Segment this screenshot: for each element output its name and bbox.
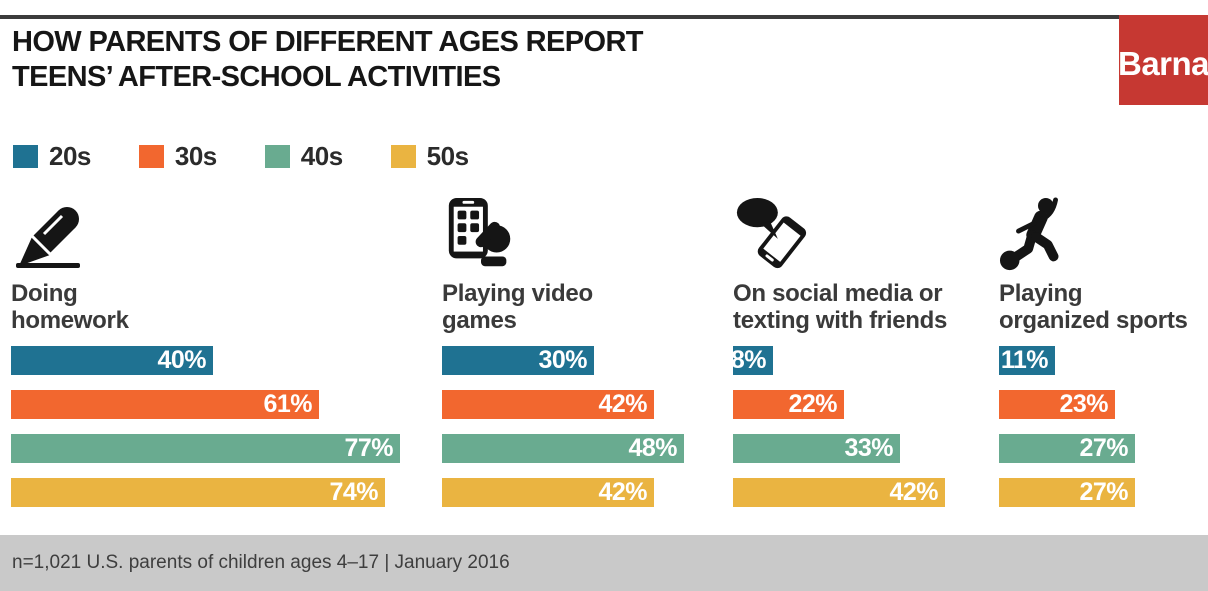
bar-40s: 27% (999, 434, 1135, 463)
soccer-player-icon (999, 190, 1208, 274)
bar-50s: 42% (442, 478, 654, 507)
legend: 20s 30s 40s 50s (13, 141, 517, 172)
bar-group: 30% 42% 48% 42% (442, 346, 732, 507)
barna-logo: Barna (1117, 15, 1208, 105)
bar-20s: 30% (442, 346, 594, 375)
pencil-icon (11, 190, 431, 274)
category-label: On social media or texting with friends (733, 280, 948, 334)
bar-20s: 40% (11, 346, 213, 375)
page-title: HOW PARENTS OF DIFFERENT AGES REPORT TEE… (12, 26, 644, 93)
bar-value-label: 42% (598, 478, 647, 506)
activity-column-4: Playing organized sports 11% 23% 27% 27% (999, 190, 1208, 522)
bar-value-label: 42% (889, 478, 938, 506)
bar-value-label: 77% (344, 434, 393, 462)
top-rule (0, 15, 1208, 19)
bar-40s: 77% (11, 434, 400, 463)
bar-value-label: 61% (263, 390, 312, 418)
category-label: Playing organized sports (999, 280, 1188, 334)
legend-swatch-20s (13, 145, 38, 168)
legend-item-50s: 50s (390, 141, 469, 172)
category-label: Playing video games (442, 280, 593, 334)
legend-item-40s: 40s (264, 141, 343, 172)
bar-30s: 42% (442, 390, 654, 419)
activity-column-3: On social media or texting with friends 8… (730, 190, 993, 522)
bar-30s: 61% (11, 390, 319, 419)
bar-20s: 11% (999, 346, 1055, 375)
bar-value-label: 27% (1079, 434, 1128, 462)
bar-50s: 74% (11, 478, 385, 507)
barna-logo-text: Barna (1117, 45, 1208, 82)
legend-label: 40s (300, 141, 343, 171)
bar-value-label: 40% (157, 346, 206, 374)
legend-label: 20s (49, 141, 91, 171)
bar-value-label: 48% (628, 434, 677, 462)
bar-chart: Doing homework 40% 61% 77% 74% Playing video … (0, 190, 1208, 525)
bar-value-label: 8% (730, 346, 767, 374)
legend-swatch-40s (264, 145, 290, 168)
bar-value-label: 22% (788, 390, 837, 418)
bar-50s: 27% (999, 478, 1135, 507)
bar-value-label: 42% (598, 390, 647, 418)
activity-column-1: Doing homework 40% 61% 77% 74% (11, 190, 431, 522)
chat-bubble-phone-icon (733, 190, 993, 274)
footer-bar: n=1,021 U.S. parents of children ages 4–… (0, 535, 1208, 591)
video-game-phone-icon (442, 190, 732, 274)
bar-value-label: 74% (329, 478, 378, 506)
bar-group: 40% 61% 77% 74% (11, 346, 431, 507)
legend-item-20s: 20s (13, 141, 91, 172)
legend-swatch-50s (390, 145, 416, 168)
bar-group: 11% 23% 27% 27% (999, 346, 1208, 507)
bar-30s: 23% (999, 390, 1115, 419)
bar-group: 8% 22% 33% 42% (730, 346, 993, 507)
sample-footnote: n=1,021 U.S. parents of children ages 4–… (12, 552, 510, 573)
bar-20s: 8% (730, 346, 773, 375)
bar-value-label: 11% (1000, 346, 1049, 374)
bar-30s: 22% (733, 390, 844, 419)
bar-value-label: 33% (844, 434, 893, 462)
activity-column-2: Playing video games 30% 42% 48% 42% (442, 190, 732, 522)
bar-value-label: 27% (1079, 478, 1128, 506)
bar-value-label: 30% (538, 346, 587, 374)
legend-label: 50s (426, 141, 469, 171)
bar-value-label: 23% (1059, 390, 1108, 418)
legend-swatch-30s (138, 145, 164, 168)
legend-label: 30s (174, 141, 217, 171)
legend-item-30s: 30s (138, 141, 217, 172)
category-label: Doing homework (11, 280, 129, 334)
bar-50s: 42% (733, 478, 945, 507)
bar-40s: 48% (442, 434, 684, 463)
bar-40s: 33% (733, 434, 900, 463)
